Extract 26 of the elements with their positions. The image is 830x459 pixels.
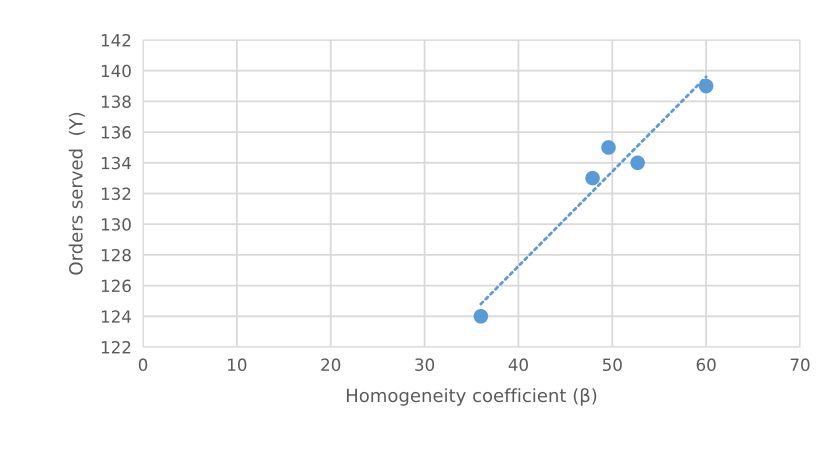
y-tick-label: 138 <box>102 95 131 108</box>
y-tick-label: 124 <box>102 310 131 323</box>
point <box>698 78 714 94</box>
x-tick-label: 40 <box>508 358 528 372</box>
point <box>585 170 600 186</box>
y-tick-label: 122 <box>102 340 130 354</box>
x-tick-label: 60 <box>696 358 716 372</box>
x-tick-label: 10 <box>228 358 246 372</box>
point <box>474 309 488 324</box>
y-tick-label: 132 <box>102 187 130 200</box>
x-tick-label: 30 <box>415 358 434 372</box>
x-axis-title: Homogeneity coefficient (β) <box>346 388 596 406</box>
y-tick-label: 136 <box>102 126 131 139</box>
x-tick-label: 70 <box>790 358 810 372</box>
y-axis-title: Orders served (Y) <box>68 112 85 275</box>
x-tick-label: 20 <box>321 358 340 372</box>
y-tick-label: 130 <box>102 218 131 231</box>
y-tick-label: 142 <box>102 34 130 46</box>
point <box>601 140 616 155</box>
y-tick-label: 140 <box>102 64 131 78</box>
x-tick-label: 0 <box>138 358 148 372</box>
y-tick-label: 126 <box>102 280 131 292</box>
y-tick-label: 128 <box>102 248 131 262</box>
point <box>630 156 645 170</box>
y-tick-label: 134 <box>102 156 131 170</box>
x-tick-label: 50 <box>602 358 622 372</box>
